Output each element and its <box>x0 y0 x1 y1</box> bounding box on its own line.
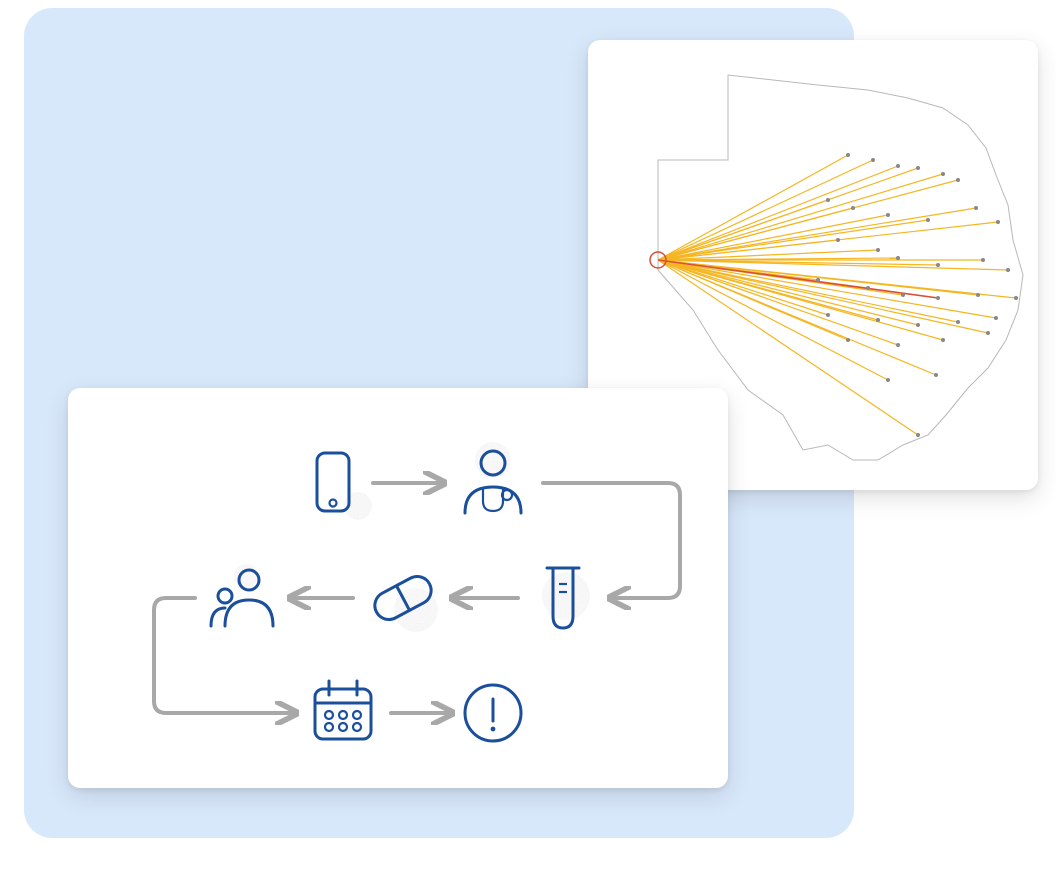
map-endpoint <box>936 263 940 267</box>
map-endpoint <box>876 318 880 322</box>
map-endpoint <box>896 256 900 260</box>
map-endpoint <box>886 213 890 217</box>
map-endpoint <box>974 206 978 210</box>
map-endpoint <box>916 433 920 437</box>
map-ray <box>658 260 943 340</box>
map-endpoint <box>941 172 945 176</box>
map-endpoint <box>826 198 830 202</box>
map-ray <box>658 166 898 260</box>
map-ray <box>658 260 828 315</box>
flow-card <box>68 388 728 788</box>
map-endpoint <box>896 164 900 168</box>
map-endpoint <box>996 220 1000 224</box>
map-endpoint <box>846 338 850 342</box>
map-endpoint <box>816 278 820 282</box>
map-endpoint <box>886 378 890 382</box>
map-endpoint <box>1006 268 1010 272</box>
map-endpoint <box>826 313 830 317</box>
map-endpoint <box>836 238 840 242</box>
map-endpoint <box>994 316 998 320</box>
map-endpoint <box>986 331 990 335</box>
map-ray-highlight <box>658 260 938 298</box>
map-ray <box>658 174 943 260</box>
map-ray <box>658 215 888 260</box>
map-endpoint <box>956 320 960 324</box>
map-endpoint <box>846 153 850 157</box>
map-endpoint <box>936 296 940 300</box>
stipple-dot <box>234 564 258 588</box>
calendar-icon <box>315 681 371 739</box>
arrow-people-calendar <box>154 598 295 713</box>
map-endpoint <box>976 293 980 297</box>
map-endpoint <box>866 286 870 290</box>
map-endpoint <box>926 218 930 222</box>
map-endpoint <box>871 158 875 162</box>
map-endpoint <box>896 343 900 347</box>
healthcare-flow-diagram <box>68 388 728 788</box>
map-endpoint <box>851 206 855 210</box>
map-endpoint <box>916 323 920 327</box>
map-endpoint <box>941 338 945 342</box>
map-ray <box>658 260 888 380</box>
map-ray <box>658 160 873 260</box>
map-endpoint <box>1014 296 1018 300</box>
alert-icon <box>465 685 521 741</box>
map-endpoint <box>981 258 985 262</box>
map-endpoint <box>916 166 920 170</box>
map-endpoint <box>956 178 960 182</box>
map-endpoint <box>876 248 880 252</box>
phone-icon <box>317 453 349 511</box>
stipple-dot <box>542 572 590 620</box>
map-endpoint <box>901 293 905 297</box>
map-endpoint <box>934 373 938 377</box>
